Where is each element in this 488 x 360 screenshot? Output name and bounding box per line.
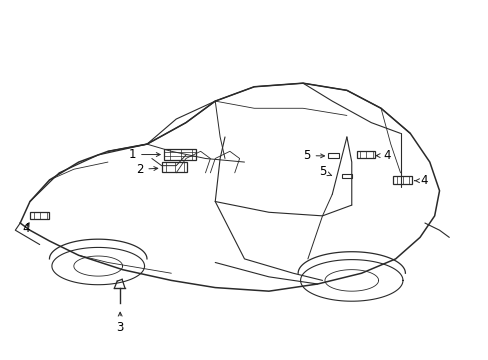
FancyBboxPatch shape bbox=[392, 176, 411, 184]
Text: 4: 4 bbox=[375, 149, 390, 162]
Text: 3: 3 bbox=[116, 312, 123, 334]
Text: 5: 5 bbox=[318, 165, 331, 178]
FancyBboxPatch shape bbox=[161, 162, 186, 172]
Text: 4: 4 bbox=[22, 222, 30, 235]
FancyBboxPatch shape bbox=[341, 174, 351, 178]
FancyBboxPatch shape bbox=[30, 212, 49, 220]
FancyBboxPatch shape bbox=[328, 153, 338, 158]
FancyBboxPatch shape bbox=[356, 151, 374, 158]
Text: 2: 2 bbox=[136, 163, 158, 176]
Text: 4: 4 bbox=[414, 174, 427, 187]
Text: 5: 5 bbox=[303, 149, 324, 162]
FancyBboxPatch shape bbox=[163, 149, 195, 160]
Text: 1: 1 bbox=[128, 148, 160, 161]
